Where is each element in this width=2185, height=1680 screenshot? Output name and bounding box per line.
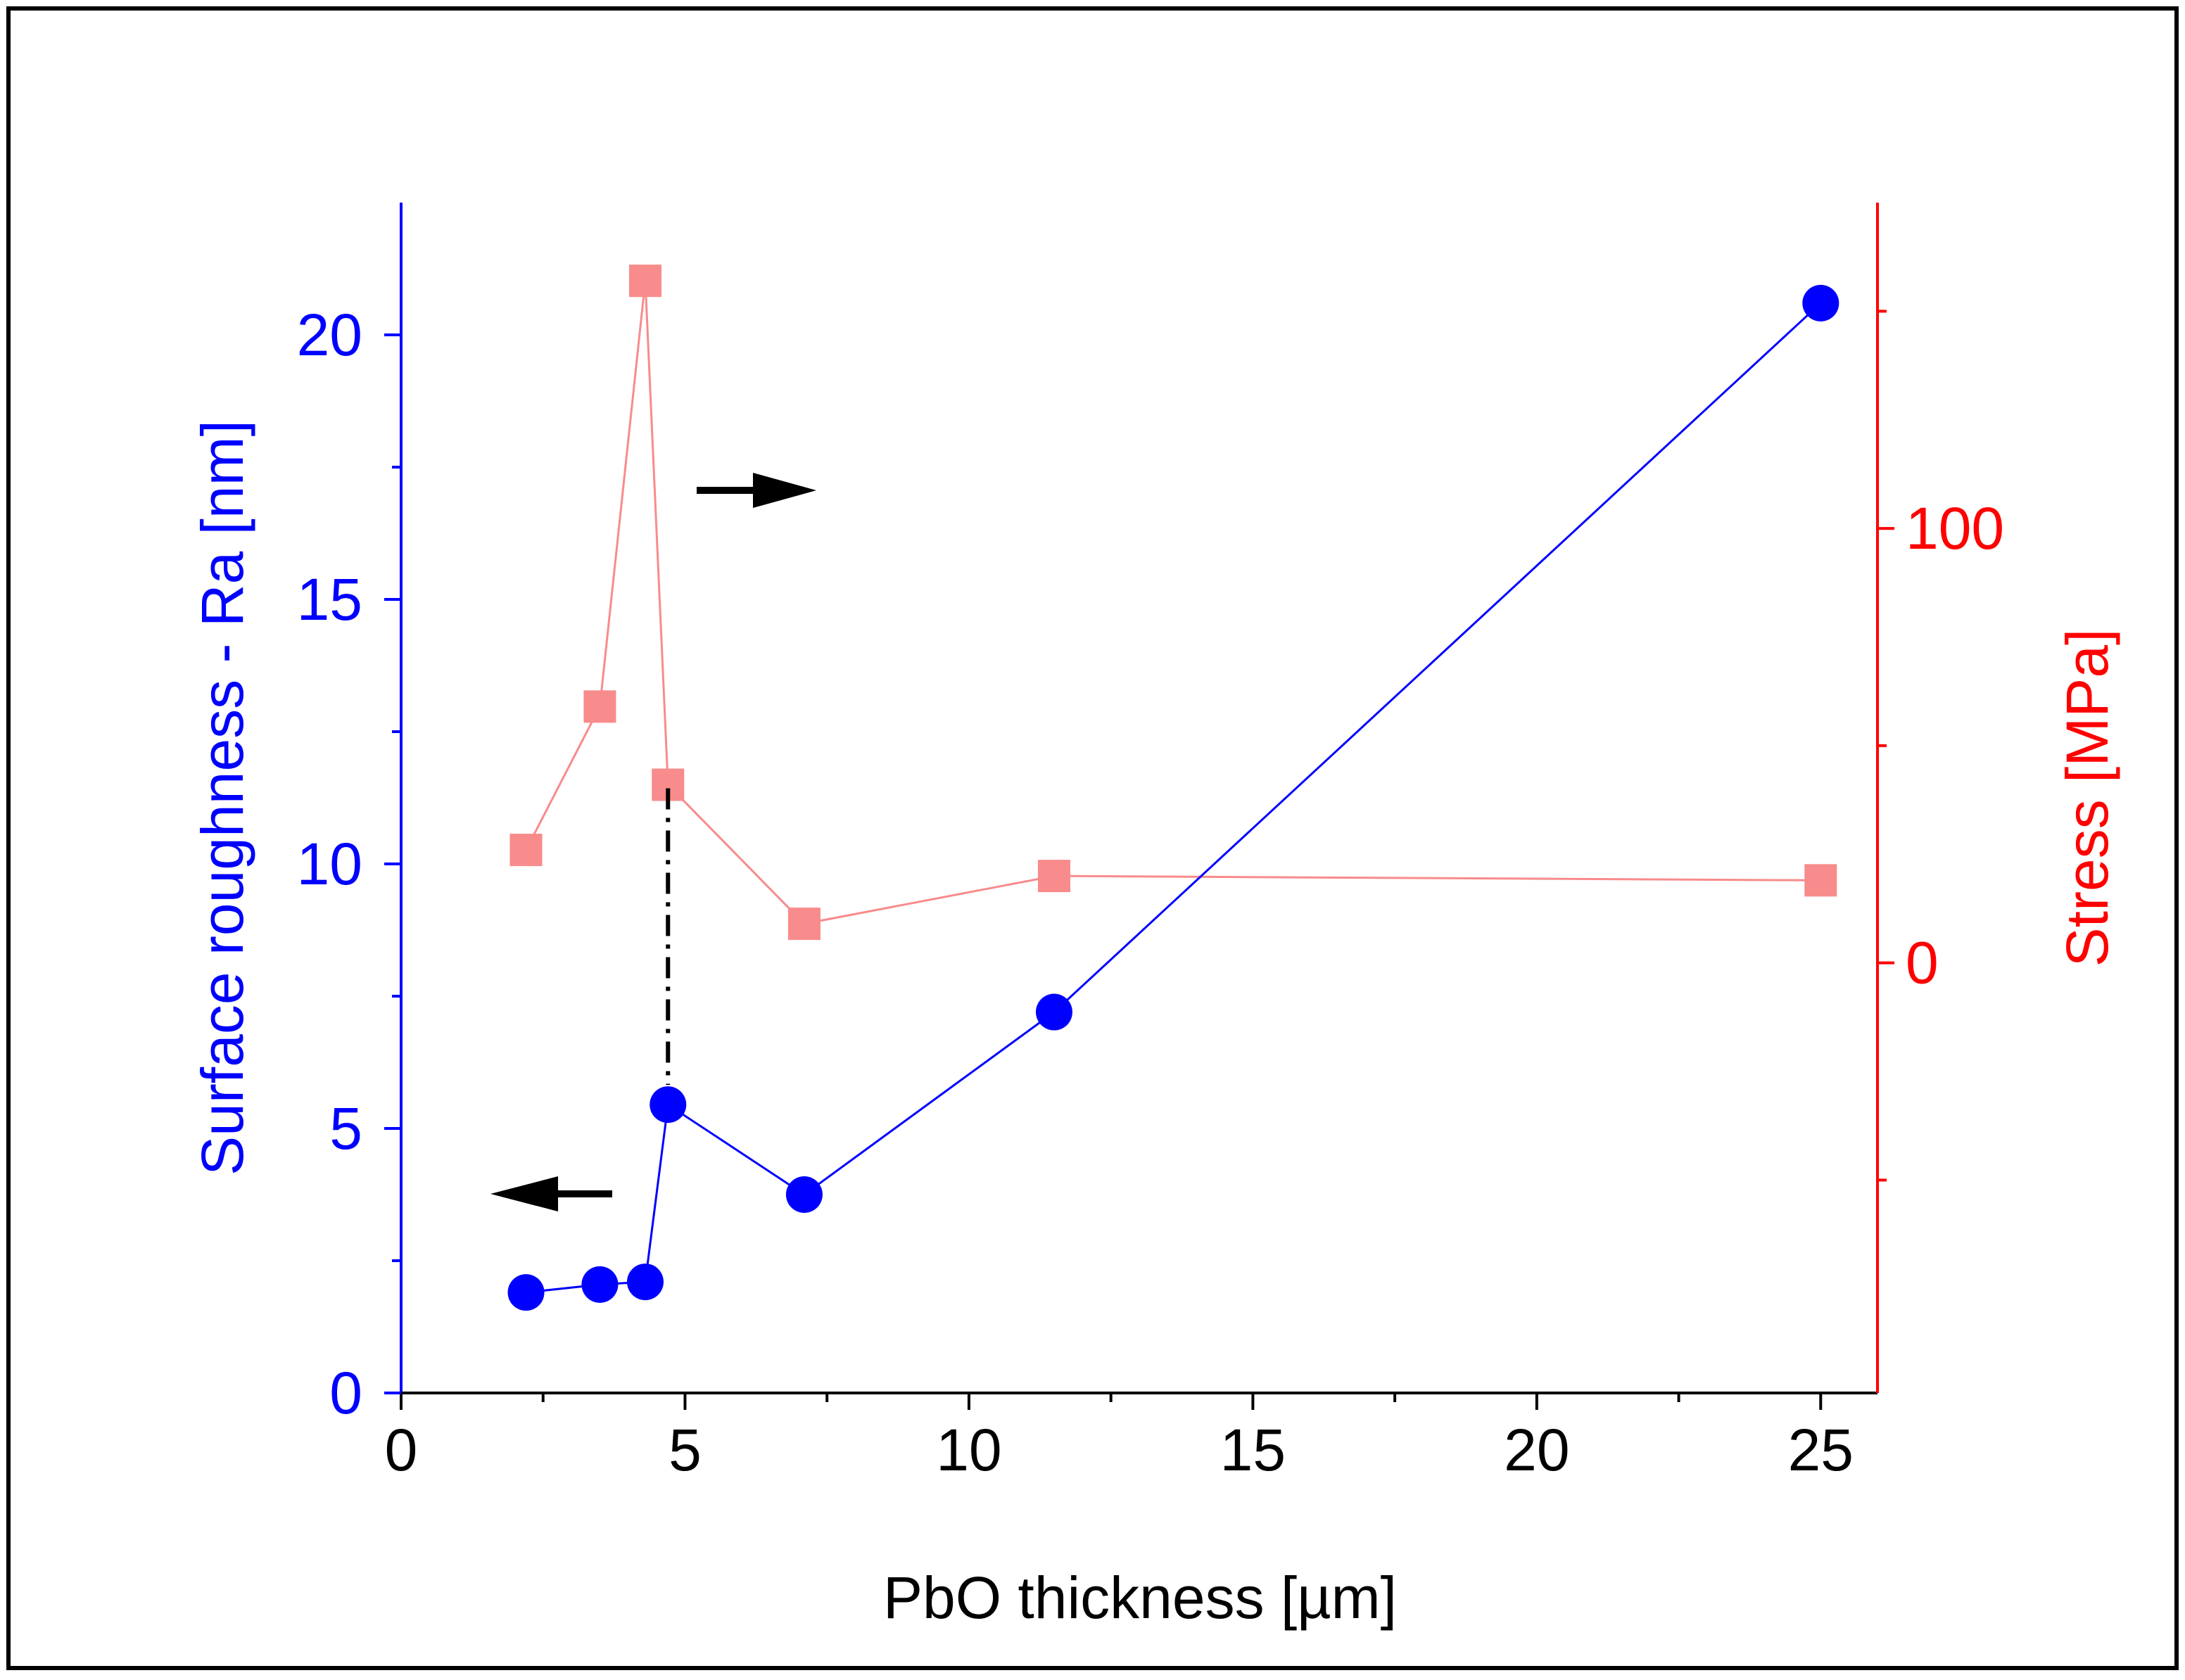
x-tick-label: 25 <box>1788 1417 1854 1483</box>
stress-point <box>583 690 616 723</box>
y-left-tick-label: 10 <box>297 831 362 897</box>
stress-point <box>1037 860 1070 893</box>
x-tick-label: 10 <box>936 1417 1001 1483</box>
roughness-point <box>785 1176 823 1213</box>
y-left-tick-label: 0 <box>329 1360 362 1426</box>
stress-point <box>787 908 821 941</box>
stress-point <box>1804 864 1837 897</box>
roughness-point <box>626 1264 664 1301</box>
y-right-tick-label: 100 <box>1906 495 2004 561</box>
x-axis-label: PbO thickness [µm] <box>883 1565 1397 1631</box>
y-left-axis-label: Surface roughness - Ra [nm] <box>189 420 255 1176</box>
y-left-tick-label: 5 <box>329 1095 362 1162</box>
roughness-point <box>650 1086 687 1124</box>
y-left-tick-label: 15 <box>297 566 362 632</box>
roughness-point <box>1035 993 1072 1031</box>
x-tick-label: 0 <box>385 1417 418 1483</box>
roughness-point <box>581 1266 619 1303</box>
roughness-point <box>1802 284 1839 322</box>
y-right-axis-label: Stress [MPa] <box>2054 629 2120 967</box>
x-tick-label: 20 <box>1504 1417 1569 1483</box>
x-tick-label: 15 <box>1220 1417 1286 1483</box>
y-right-tick-label: 0 <box>1906 930 1939 996</box>
stress-point <box>628 265 661 298</box>
x-tick-label: 5 <box>669 1417 702 1483</box>
y-left-tick-label: 20 <box>297 302 362 368</box>
left-axis-arrow <box>490 1176 612 1211</box>
stress-point <box>509 834 543 867</box>
right-axis-arrow <box>697 473 816 508</box>
roughness-point <box>507 1274 545 1311</box>
